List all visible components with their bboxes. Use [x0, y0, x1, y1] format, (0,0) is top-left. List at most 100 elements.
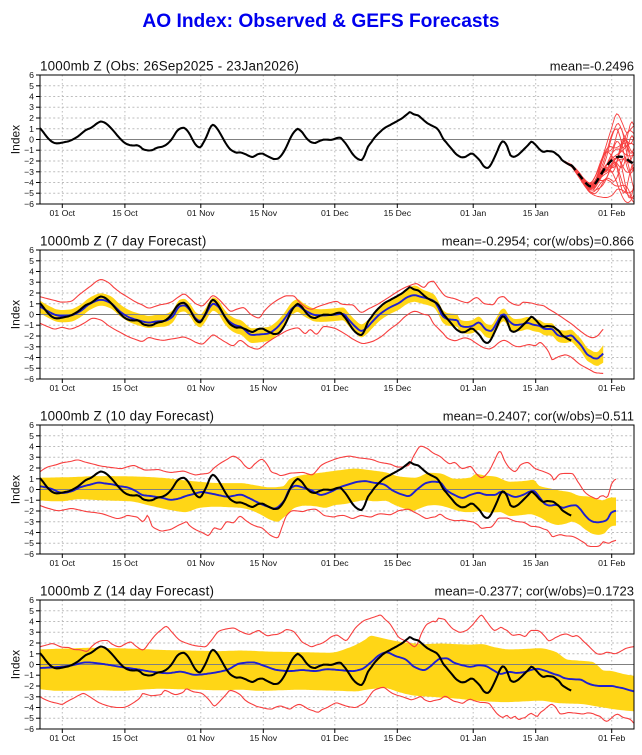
- svg-text:15 Oct: 15 Oct: [112, 558, 138, 568]
- svg-text:mean=-0.2407; cor(w/obs)=0.511: mean=-0.2407; cor(w/obs)=0.511: [443, 409, 634, 424]
- svg-text:0: 0: [29, 135, 34, 145]
- svg-text:−3: −3: [24, 167, 34, 177]
- svg-text:15 Nov: 15 Nov: [250, 558, 278, 568]
- svg-text:−4: −4: [24, 353, 34, 363]
- svg-text:01 Dec: 01 Dec: [321, 383, 349, 393]
- svg-text:15 Oct: 15 Oct: [112, 383, 138, 393]
- svg-text:01 Nov: 01 Nov: [187, 558, 215, 568]
- svg-text:−5: −5: [24, 363, 34, 373]
- svg-text:15 Dec: 15 Dec: [384, 733, 412, 743]
- svg-text:01 Nov: 01 Nov: [187, 383, 215, 393]
- svg-text:−3: −3: [24, 692, 34, 702]
- svg-text:−6: −6: [24, 199, 34, 209]
- svg-text:−2: −2: [24, 506, 34, 516]
- svg-text:5: 5: [29, 431, 34, 441]
- svg-text:01 Dec: 01 Dec: [321, 208, 349, 218]
- svg-text:−1: −1: [24, 670, 34, 680]
- svg-text:01 Feb: 01 Feb: [598, 558, 625, 568]
- svg-text:01 Jan: 01 Jan: [460, 208, 486, 218]
- svg-text:01 Oct: 01 Oct: [50, 733, 76, 743]
- svg-text:15 Jan: 15 Jan: [523, 383, 549, 393]
- svg-text:−6: −6: [24, 724, 34, 734]
- svg-text:1000mb Z (14 day Forecast): 1000mb Z (14 day Forecast): [40, 584, 214, 599]
- svg-text:−6: −6: [24, 374, 34, 384]
- svg-text:15 Jan: 15 Jan: [523, 208, 549, 218]
- svg-text:4: 4: [29, 617, 34, 627]
- svg-text:0: 0: [29, 485, 34, 495]
- svg-text:01 Nov: 01 Nov: [187, 208, 215, 218]
- svg-text:−2: −2: [24, 331, 34, 341]
- svg-text:15 Jan: 15 Jan: [523, 558, 549, 568]
- svg-text:−2: −2: [24, 681, 34, 691]
- svg-text:15 Nov: 15 Nov: [250, 208, 278, 218]
- svg-text:6: 6: [29, 595, 34, 605]
- svg-text:−5: −5: [24, 538, 34, 548]
- svg-text:−4: −4: [24, 178, 34, 188]
- svg-text:1000mb Z (10 day Forecast): 1000mb Z (10 day Forecast): [40, 409, 214, 424]
- svg-text:−5: −5: [24, 713, 34, 723]
- svg-text:2: 2: [29, 288, 34, 298]
- svg-text:−1: −1: [24, 495, 34, 505]
- svg-text:6: 6: [29, 420, 34, 430]
- svg-text:−4: −4: [24, 703, 34, 713]
- svg-text:01 Dec: 01 Dec: [321, 733, 349, 743]
- svg-text:1: 1: [29, 124, 34, 134]
- svg-text:2: 2: [29, 638, 34, 648]
- svg-text:0: 0: [29, 660, 34, 670]
- svg-text:−4: −4: [24, 528, 34, 538]
- svg-text:−3: −3: [24, 517, 34, 527]
- svg-text:−2: −2: [24, 156, 34, 166]
- svg-text:3: 3: [29, 627, 34, 637]
- svg-text:2: 2: [29, 463, 34, 473]
- svg-text:−5: −5: [24, 188, 34, 198]
- svg-text:Index: Index: [9, 300, 23, 329]
- svg-text:−3: −3: [24, 342, 34, 352]
- svg-text:15 Dec: 15 Dec: [384, 383, 412, 393]
- svg-text:4: 4: [29, 267, 34, 277]
- svg-text:3: 3: [29, 277, 34, 287]
- svg-text:15 Jan: 15 Jan: [523, 733, 549, 743]
- svg-text:01 Jan: 01 Jan: [460, 383, 486, 393]
- svg-text:5: 5: [29, 256, 34, 266]
- svg-text:mean=-0.2954; cor(w/obs)=0.866: mean=-0.2954; cor(w/obs)=0.866: [442, 234, 634, 249]
- svg-text:AO Index: Observed & GEFS Fore: AO Index: Observed & GEFS Forecasts: [142, 11, 499, 32]
- svg-text:−6: −6: [24, 549, 34, 559]
- svg-text:mean=-0.2377; cor(w/obs)=0.172: mean=-0.2377; cor(w/obs)=0.1723: [435, 584, 634, 599]
- svg-text:4: 4: [29, 442, 34, 452]
- svg-text:01 Oct: 01 Oct: [50, 208, 76, 218]
- svg-text:01 Jan: 01 Jan: [460, 558, 486, 568]
- svg-text:3: 3: [29, 102, 34, 112]
- svg-text:1: 1: [29, 649, 34, 659]
- svg-text:15 Dec: 15 Dec: [384, 208, 412, 218]
- svg-text:01 Jan: 01 Jan: [460, 733, 486, 743]
- svg-text:1000mb Z (7 day Forecast): 1000mb Z (7 day Forecast): [40, 234, 207, 249]
- svg-text:3: 3: [29, 452, 34, 462]
- svg-text:01 Feb: 01 Feb: [598, 383, 625, 393]
- svg-text:15 Dec: 15 Dec: [384, 558, 412, 568]
- svg-text:6: 6: [29, 245, 34, 255]
- svg-text:15 Oct: 15 Oct: [112, 733, 138, 743]
- svg-text:6: 6: [29, 70, 34, 80]
- svg-text:4: 4: [29, 92, 34, 102]
- svg-text:2: 2: [29, 113, 34, 123]
- svg-text:1: 1: [29, 299, 34, 309]
- svg-text:15 Nov: 15 Nov: [250, 733, 278, 743]
- svg-text:01 Dec: 01 Dec: [321, 558, 349, 568]
- svg-text:15 Nov: 15 Nov: [250, 383, 278, 393]
- svg-text:01 Oct: 01 Oct: [50, 558, 76, 568]
- svg-text:01 Oct: 01 Oct: [50, 383, 76, 393]
- svg-text:−1: −1: [24, 320, 34, 330]
- svg-text:−1: −1: [24, 145, 34, 155]
- svg-text:01 Nov: 01 Nov: [187, 733, 215, 743]
- svg-text:1000mb Z (Obs: 26Sep2025 - 23J: 1000mb Z (Obs: 26Sep2025 - 23Jan2026): [40, 59, 299, 74]
- svg-text:15 Oct: 15 Oct: [112, 208, 138, 218]
- svg-text:0: 0: [29, 310, 34, 320]
- svg-text:01 Feb: 01 Feb: [598, 733, 625, 743]
- svg-text:5: 5: [29, 81, 34, 91]
- svg-text:Index: Index: [9, 475, 23, 504]
- svg-text:5: 5: [29, 606, 34, 616]
- svg-text:01 Feb: 01 Feb: [598, 208, 625, 218]
- svg-text:Index: Index: [9, 125, 23, 154]
- svg-text:mean=-0.2496: mean=-0.2496: [550, 59, 634, 74]
- svg-text:Index: Index: [9, 650, 23, 679]
